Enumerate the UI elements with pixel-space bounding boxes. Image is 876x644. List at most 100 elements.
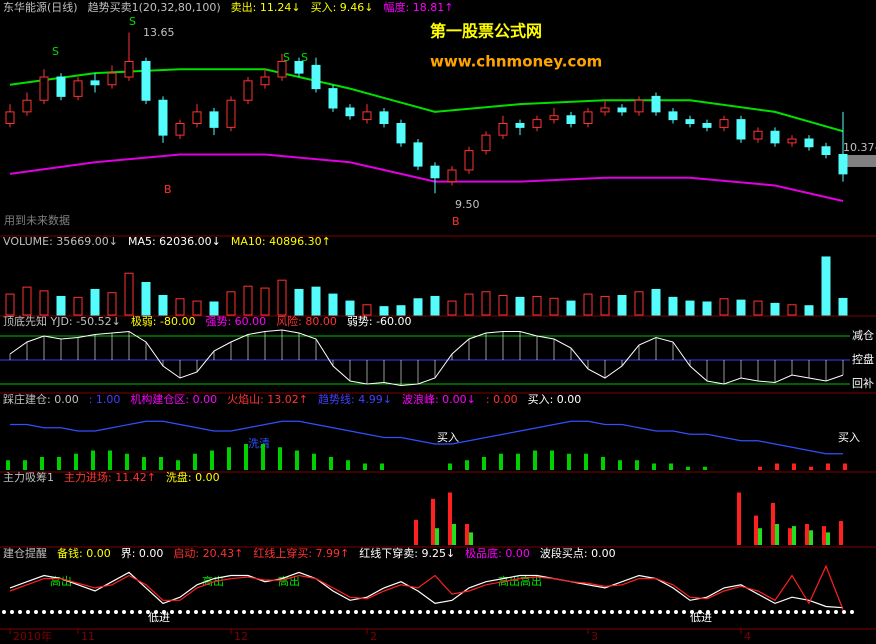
baseline-dot xyxy=(666,610,670,614)
candle-body xyxy=(175,123,185,136)
x-tick-label: 12 xyxy=(234,630,248,643)
baseline-dot xyxy=(130,610,134,614)
volume-bar xyxy=(226,291,236,316)
candle-body xyxy=(600,107,610,113)
baseline-dot xyxy=(418,610,422,614)
volume-bar xyxy=(90,288,100,316)
volume-bar xyxy=(22,286,32,316)
volume-bar xyxy=(770,302,780,316)
candle-body xyxy=(277,61,287,78)
candle-body xyxy=(226,99,236,128)
volume-bar xyxy=(175,298,185,316)
panel-header: 红线下穿卖: 9.25↓ xyxy=(359,546,455,560)
volume-bar xyxy=(430,295,440,316)
watermark: 第一股票公式网 xyxy=(430,22,542,41)
baseline-dot xyxy=(386,610,390,614)
panel-header: : 0.00 xyxy=(486,393,518,406)
baseline-dot xyxy=(674,610,678,614)
baseline-dot xyxy=(362,610,366,614)
candle-body xyxy=(821,146,831,155)
candle-body xyxy=(532,119,542,128)
panel-header: 启动: 20.43↑ xyxy=(173,547,243,560)
series-bar xyxy=(703,466,707,470)
volume-bar xyxy=(481,291,491,316)
signal: 买入 xyxy=(437,431,459,444)
baseline-dot xyxy=(170,610,174,614)
series-bar xyxy=(839,521,843,545)
series-bar xyxy=(74,453,78,470)
volume-bar xyxy=(804,305,814,316)
volume-bar xyxy=(5,293,15,316)
baseline-dot xyxy=(442,610,446,614)
candle-body xyxy=(651,95,661,113)
signal: 低进 xyxy=(690,611,712,624)
baseline-dot xyxy=(298,610,302,614)
volume-bar xyxy=(617,295,627,316)
volume-bar xyxy=(821,256,831,316)
series-bar xyxy=(499,453,503,470)
series-bar xyxy=(329,457,333,470)
baseline-dot xyxy=(514,610,518,614)
baseline-dot xyxy=(162,610,166,614)
baseline-dot xyxy=(546,610,550,614)
baseline-dot xyxy=(698,610,702,614)
series-bar xyxy=(448,492,452,545)
signal: B xyxy=(452,215,460,228)
baseline-dot xyxy=(730,610,734,614)
baseline-dot xyxy=(306,610,310,614)
baseline-dot xyxy=(826,610,830,614)
baseline-dot xyxy=(98,610,102,614)
panel-header: 火焰山: 13.02↑ xyxy=(227,392,308,406)
panel-header: 趋势买卖1(20,32,80,100) xyxy=(88,1,221,14)
baseline-dot xyxy=(218,610,222,614)
baseline-dot xyxy=(474,610,478,614)
series-bar xyxy=(244,444,248,470)
volume-bar xyxy=(379,306,389,316)
series-bar xyxy=(435,528,439,545)
candle-body xyxy=(311,64,321,90)
candle-body xyxy=(430,165,440,179)
baseline-dot xyxy=(122,610,126,614)
panel-header: 买入: 9.46↓ xyxy=(311,1,374,14)
series-bar xyxy=(57,457,61,470)
baseline-dot xyxy=(10,610,14,614)
panel-header: VOLUME: 35669.00↓ xyxy=(3,235,118,248)
baseline-dot xyxy=(770,610,774,614)
signal: 洗清 xyxy=(248,437,270,450)
series-bar xyxy=(346,460,350,470)
series-bar xyxy=(193,453,197,470)
baseline-dot xyxy=(410,610,414,614)
volume-bar xyxy=(39,290,49,316)
panel-header: 波浪峰: 0.00↓ xyxy=(402,392,476,406)
volume-bar xyxy=(294,288,304,316)
panel-header: 界: 0.00 xyxy=(121,547,164,560)
baseline-dot xyxy=(458,610,462,614)
baseline-dot xyxy=(274,610,278,614)
series-bar xyxy=(261,444,265,470)
baseline-dot xyxy=(34,610,38,614)
series-bar xyxy=(601,457,605,470)
panel-header: MA10: 40896.30↑ xyxy=(231,235,331,248)
volume-bar xyxy=(719,298,729,316)
candle-body xyxy=(481,134,491,152)
candle-body xyxy=(685,119,695,124)
volume-bar xyxy=(532,295,542,316)
candle-body xyxy=(549,115,559,121)
baseline-dot xyxy=(586,610,590,614)
candle-body xyxy=(90,80,100,86)
baseline-dot xyxy=(146,610,150,614)
candle-body xyxy=(464,150,474,171)
baseline-dot xyxy=(394,610,398,614)
baseline-dot xyxy=(722,610,726,614)
baseline-dot xyxy=(26,610,30,614)
candle-body xyxy=(498,123,508,136)
baseline-dot xyxy=(498,610,502,614)
baseline-dot xyxy=(42,610,46,614)
volume-bar xyxy=(651,288,661,316)
candle-body xyxy=(396,123,406,144)
baseline-dot xyxy=(234,610,238,614)
baseline-dot xyxy=(266,610,270,614)
x-tick-label: 11 xyxy=(81,630,95,643)
volume-bar xyxy=(243,285,253,316)
panel-header: 主力吸筹1 xyxy=(3,470,54,484)
